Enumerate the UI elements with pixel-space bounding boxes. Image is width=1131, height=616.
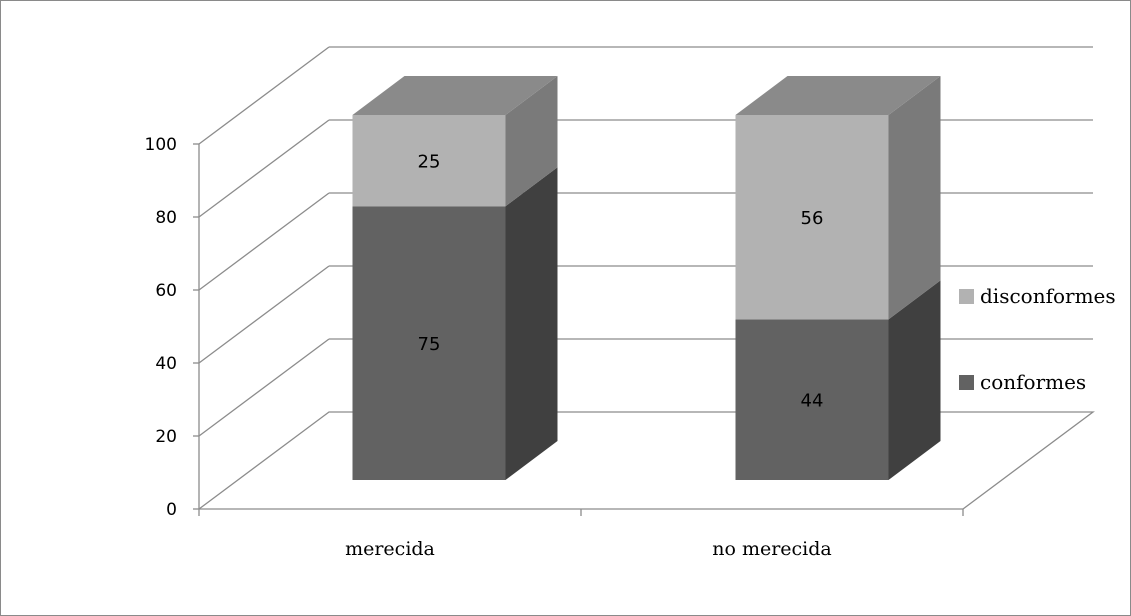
legend: disconformes conformes <box>959 284 1116 394</box>
data-label: 44 <box>801 391 824 412</box>
gridline-diagonal <box>198 192 330 291</box>
y-tick-label: 100 <box>145 135 177 155</box>
legend-label-disconformes: disconformes <box>980 284 1116 308</box>
bar-disconformes-merecida <box>352 115 506 207</box>
gridline-diagonal <box>198 338 330 437</box>
legend-swatch-disconformes <box>959 289 974 304</box>
y-tick-label: 20 <box>155 427 177 447</box>
grid-layer <box>198 46 1095 510</box>
legend-label-conformes: conformes <box>980 370 1086 394</box>
y-tick-label: 0 <box>166 500 177 520</box>
data-label: 56 <box>801 208 824 229</box>
axis-layer: 0 20 40 60 80 100 merecida no merecida <box>145 135 964 560</box>
x-tick-label: merecida <box>345 538 435 560</box>
x-tick-label: no merecida <box>712 538 832 560</box>
y-tick-label: 40 <box>155 354 177 374</box>
gridline-diagonal <box>198 265 330 364</box>
bar-top-face <box>735 76 941 115</box>
bar-side-disconformes <box>505 76 558 207</box>
bar-side-conformes <box>505 167 558 480</box>
labels-layer: 75 25 44 56 <box>418 152 824 412</box>
floor-outline <box>198 411 1095 510</box>
data-label: 25 <box>418 152 441 173</box>
gridline-diagonal <box>198 46 330 145</box>
bars-layer <box>352 76 941 480</box>
legend-swatch-conformes <box>959 375 974 390</box>
bar-side-conformes <box>888 280 941 480</box>
bar-conformes-merecida <box>352 206 506 480</box>
data-label: 75 <box>418 334 441 355</box>
bar-top-face <box>352 76 558 115</box>
bar-conformes-no-merecida <box>735 319 889 480</box>
y-tick-label: 80 <box>155 208 177 228</box>
bar-side-disconformes <box>888 76 941 320</box>
bar-disconformes-no-merecida <box>735 115 889 320</box>
gridline-diagonal <box>198 119 330 218</box>
y-tick-label: 60 <box>155 281 177 301</box>
